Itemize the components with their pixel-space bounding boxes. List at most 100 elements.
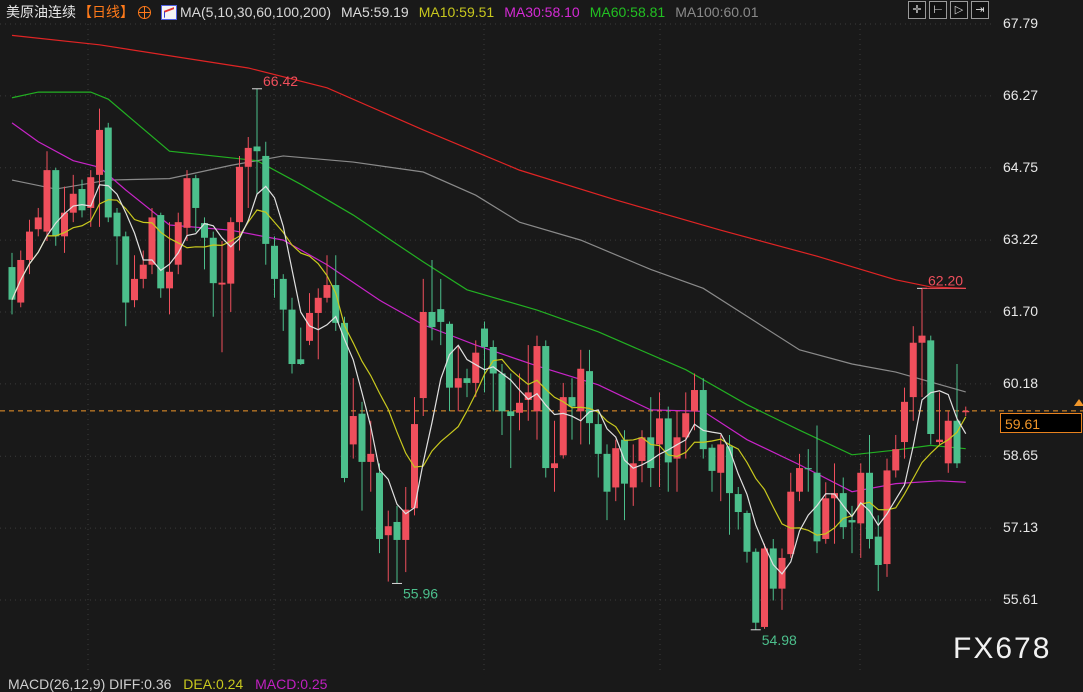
candle-down xyxy=(839,493,847,528)
ma60-value: MA60:58.81 xyxy=(589,4,666,20)
candle-down xyxy=(122,236,130,303)
ma10-value: MA10:59.51 xyxy=(418,4,495,20)
candle-up xyxy=(314,297,322,313)
candle-up xyxy=(638,437,646,461)
candle-up xyxy=(682,413,690,438)
ma100-line xyxy=(11,155,966,393)
candle-down xyxy=(568,397,576,407)
candle-up xyxy=(183,178,191,228)
crosshair-icon[interactable]: ✛ xyxy=(908,1,926,19)
step-forward-icon[interactable]: ▷ xyxy=(950,1,968,19)
candle-down xyxy=(78,189,86,211)
candle-up xyxy=(551,463,558,469)
y-tick-label: 67.79 xyxy=(1003,15,1039,31)
candle-up xyxy=(901,401,908,443)
candle-up xyxy=(577,368,585,412)
candle-down xyxy=(192,178,200,208)
y-tick-label: 57.13 xyxy=(1003,519,1039,536)
current-price-marker-icon xyxy=(1074,399,1083,406)
candle-up xyxy=(918,335,926,343)
y-tick-label: 60.18 xyxy=(1003,374,1039,391)
ma-definition[interactable]: MA(5,10,30,60,100,200) xyxy=(180,4,331,20)
add-indicator-icon[interactable] xyxy=(138,5,151,19)
candle-down xyxy=(603,453,611,492)
candle-up xyxy=(944,420,952,464)
candle-up xyxy=(402,509,410,540)
candle-up xyxy=(131,278,138,301)
ma-indicator-icon[interactable] xyxy=(161,4,177,20)
candle-down xyxy=(358,413,366,462)
candle-up xyxy=(656,418,663,445)
candle-down xyxy=(104,127,112,218)
high-price-label: 62.20 xyxy=(928,272,963,288)
move-right-icon[interactable]: ⇥ xyxy=(971,1,989,19)
candle-down xyxy=(752,551,760,623)
ma5-value: MA5:59.19 xyxy=(341,4,409,20)
ma60-line xyxy=(11,91,966,456)
candle-up xyxy=(761,548,768,627)
candle-up xyxy=(349,416,357,445)
ma30-line xyxy=(11,122,966,493)
candle-down xyxy=(848,520,856,523)
candle-down xyxy=(8,267,16,300)
candle-down xyxy=(769,548,777,589)
ma200-line xyxy=(11,34,966,289)
y-tick-label: 55.61 xyxy=(1003,590,1039,607)
candle-down xyxy=(813,472,821,542)
candle-down xyxy=(201,223,208,238)
ma10-line xyxy=(11,199,967,536)
candle-up xyxy=(831,493,838,499)
candle-down xyxy=(507,411,515,417)
candle-up xyxy=(892,449,900,471)
macd-definition: MACD(26,12,9) DIFF:0.36 xyxy=(8,676,172,692)
candle-up xyxy=(454,378,462,388)
candle-up xyxy=(472,352,480,383)
candle-down xyxy=(279,278,287,310)
candle-up xyxy=(936,439,943,443)
candle-up xyxy=(34,217,42,230)
candle-down xyxy=(428,311,436,328)
candle-down xyxy=(743,512,751,552)
y-tick-label: 63.22 xyxy=(1003,231,1039,248)
candle-up xyxy=(717,444,725,473)
candle-down xyxy=(498,373,506,412)
candle-down xyxy=(341,322,348,478)
candle-up xyxy=(962,410,970,413)
candle-down xyxy=(393,521,401,540)
period-selector[interactable]: 【日线】 xyxy=(78,4,134,20)
candle-up xyxy=(673,437,681,459)
candle-down xyxy=(262,155,270,244)
candle-up xyxy=(559,397,567,456)
macd-dea: DEA:0.24 xyxy=(183,676,244,692)
y-tick-label: 58.65 xyxy=(1003,447,1039,464)
candle-down xyxy=(708,447,716,471)
candle-down xyxy=(463,378,471,383)
candle-up xyxy=(87,177,95,208)
high-price-label: 66.42 xyxy=(263,73,298,89)
candle-down xyxy=(953,420,961,464)
candle-down xyxy=(209,237,217,284)
candle-down xyxy=(804,468,812,470)
candle-down xyxy=(253,146,261,152)
candle-up xyxy=(69,193,77,213)
candle-down xyxy=(927,340,935,435)
chart-toolbar: ✛ ⊢ ▷ ⇥ xyxy=(908,1,989,19)
candle-up xyxy=(822,498,830,539)
candle-down xyxy=(734,494,742,513)
candle-down xyxy=(621,439,628,484)
zoom-range-icon[interactable]: ⊢ xyxy=(929,1,947,19)
candle-up xyxy=(367,453,375,462)
candle-down xyxy=(332,285,340,323)
candle-down xyxy=(874,536,882,565)
candle-up xyxy=(691,390,698,412)
candle-down xyxy=(297,359,305,365)
candle-up xyxy=(227,222,235,284)
current-price-label: 59.61 xyxy=(1000,413,1082,433)
candle-up xyxy=(857,472,865,524)
candle-up xyxy=(236,166,243,223)
candle-down xyxy=(481,328,488,347)
macd-value: MACD:0.25 xyxy=(255,676,328,692)
ma100-value: MA100:60.01 xyxy=(675,4,759,20)
candle-up xyxy=(384,526,392,536)
